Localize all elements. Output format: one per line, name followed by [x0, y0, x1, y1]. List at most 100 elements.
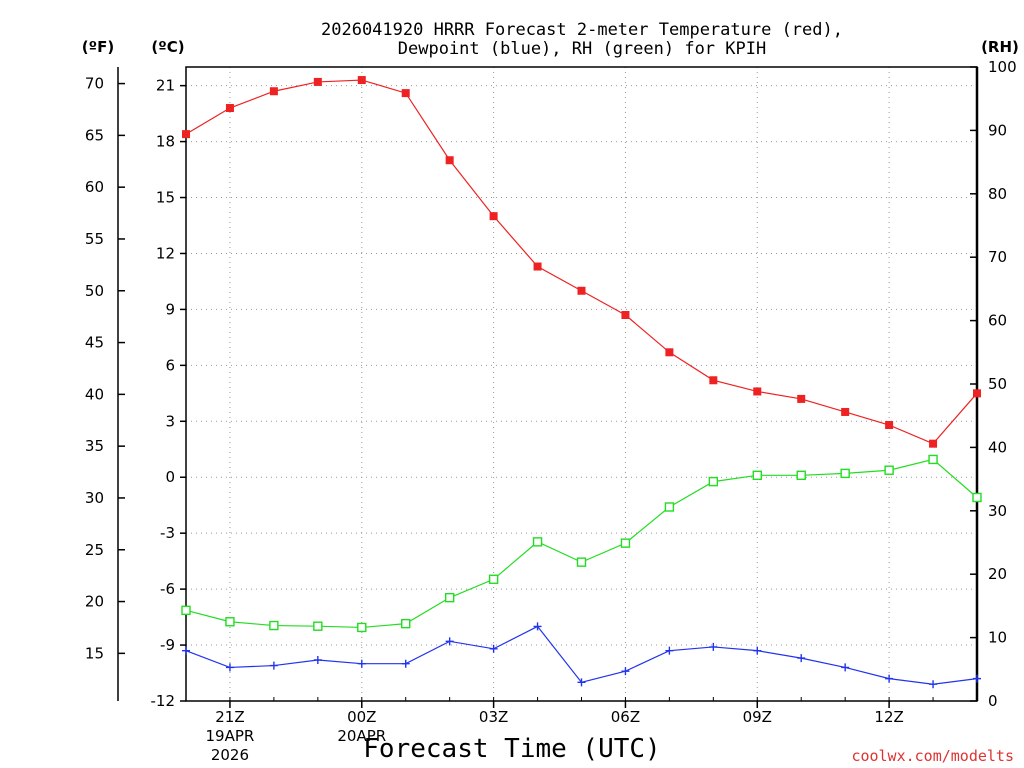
rh-point [708, 476, 719, 487]
rh-point [225, 617, 235, 627]
rh-point [664, 502, 675, 512]
temperature-point [621, 311, 630, 320]
fahrenheit-tick-label: 45 [85, 334, 104, 352]
fahrenheit-tick-label: 15 [85, 644, 104, 662]
fahrenheit-tick-label: 30 [85, 489, 104, 507]
plot-grid [186, 67, 977, 701]
temperature-point [841, 407, 850, 416]
rh-tick-label: 50 [988, 375, 1007, 393]
dewpoint-point [445, 637, 454, 646]
dewpoint-point [665, 646, 674, 655]
fahrenheit-tick-label: 50 [85, 282, 104, 300]
rh-point [357, 622, 367, 633]
rh-tick-label: 30 [988, 502, 1007, 520]
dewpoint-point [973, 674, 981, 683]
dewpoint-point [401, 659, 410, 668]
rh-tick-label: 90 [988, 121, 1007, 139]
celsius-tick-label: -9 [160, 636, 175, 654]
x-tick-label: 03Z [479, 708, 508, 726]
temperature-point [489, 212, 498, 221]
rh-point [532, 537, 543, 547]
dewpoint-point [841, 663, 850, 672]
rh-point [972, 492, 982, 503]
fahrenheit-tick-label: 25 [85, 541, 104, 559]
dewpoint-point [753, 646, 762, 655]
x-tick-label: 12Z [874, 708, 903, 726]
dewpoint-point [577, 678, 586, 687]
data-series [181, 76, 982, 689]
x-tick-label: 21Z [215, 708, 244, 726]
fahrenheit-unit-label: (ºF) [82, 38, 114, 56]
fahrenheit-tick-label: 65 [85, 126, 104, 144]
site-credit: coolwx.com/modelts [851, 747, 1014, 765]
celsius-tick-label: 3 [165, 412, 175, 430]
celsius-tick-label: 9 [165, 300, 175, 318]
temperature-point [357, 76, 366, 85]
rh-point [181, 605, 191, 616]
temperature-point [885, 421, 894, 430]
x-tick-date: 19APR [206, 727, 255, 745]
celsius-tick-label: 15 [156, 189, 175, 207]
rh-point [576, 557, 587, 567]
rh-tick-label: 70 [988, 248, 1007, 266]
rh-tick-label: 80 [988, 185, 1007, 203]
dewpoint-point [269, 661, 278, 670]
x-tick-year: 2026 [211, 746, 249, 764]
temperature-point [533, 262, 542, 271]
rh-point [313, 621, 323, 631]
fahrenheit-tick-label: 20 [85, 593, 104, 611]
rh-point [752, 470, 762, 480]
rh-tick-label: 100 [988, 58, 1017, 76]
temperature-point [182, 130, 190, 139]
rh-tick-label: 60 [988, 312, 1007, 330]
x-tick-date: 20APR [337, 727, 386, 745]
celsius-tick-label: 21 [156, 77, 175, 95]
dewpoint-point [489, 644, 498, 653]
rh-point [796, 470, 806, 480]
dewpoint-point [929, 680, 938, 689]
celsius-tick-label: 0 [165, 468, 175, 486]
chart-title-line-1: 2026041920 HRRR Forecast 2-meter Tempera… [321, 20, 843, 40]
celsius-tick-label: 18 [156, 133, 175, 151]
rh-point [488, 574, 499, 584]
temperature-point [797, 394, 806, 403]
temperature-point [753, 387, 762, 396]
celsius-tick-label: -3 [160, 524, 175, 542]
celsius-tick-label: 6 [165, 356, 175, 374]
dewpoint-point [533, 622, 542, 631]
temperature-point [577, 286, 586, 295]
rh-tick-label: 10 [988, 629, 1007, 647]
fahrenheit-tick-label: 35 [85, 437, 104, 455]
rh-tick-label: 0 [988, 692, 998, 710]
celsius-tick-label: 12 [156, 244, 175, 262]
dewpoint-point [621, 667, 630, 676]
rh-tick-label: 20 [988, 565, 1007, 583]
dewpoint-point [313, 655, 322, 664]
rh-point [444, 592, 455, 603]
fahrenheit-tick-label: 70 [85, 75, 104, 93]
temperature-point [313, 77, 322, 86]
rh-point [840, 468, 850, 479]
temperature-point [709, 376, 718, 385]
fahrenheit-tick-label: 40 [85, 385, 104, 403]
dewpoint-point [885, 674, 894, 683]
fahrenheit-tick-label: 55 [85, 230, 104, 248]
celsius-unit-label: (ºC) [151, 38, 184, 56]
rh-point [269, 620, 279, 631]
axis-ticks: -12 -9 -6 -3 0 3 6 9 12 15 18 21 15 20 25 30 35 40 45 50 55 6… [85, 58, 1017, 764]
x-tick-label: 06Z [611, 708, 640, 726]
rh-point [884, 465, 894, 475]
x-tick-label: 09Z [743, 708, 772, 726]
temperature-point [269, 87, 278, 96]
dewpoint-point [182, 646, 190, 655]
rh-point [928, 454, 938, 465]
temperature-point [445, 156, 454, 165]
temperature-point [929, 439, 938, 448]
dewpoint-point [225, 663, 234, 672]
chart-title-line-2: Dewpoint (blue), RH (green) for KPIH [398, 39, 766, 59]
temperature-point [225, 104, 234, 113]
x-axis-label: Forecast Time (UTC) [363, 734, 660, 764]
x-tick-label: 00Z [347, 708, 376, 726]
temperature-point [973, 389, 981, 398]
